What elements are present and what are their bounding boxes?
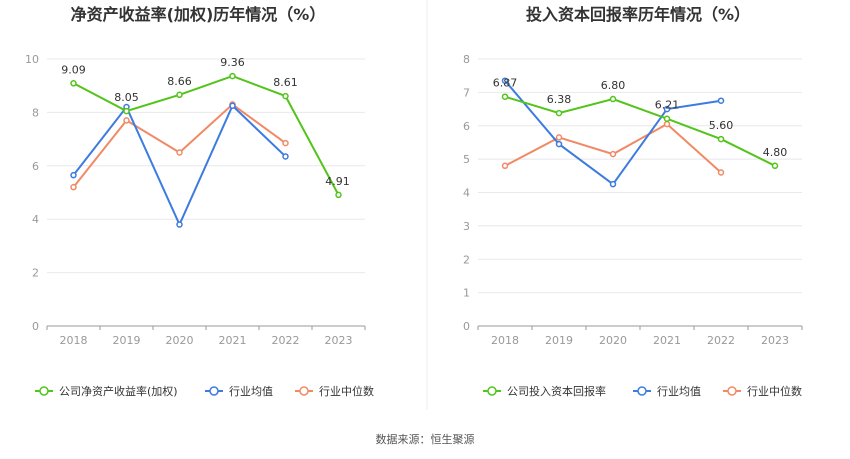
x-tick-label: 2019	[113, 334, 141, 347]
y-tick-label: 5	[463, 153, 470, 166]
y-tick-label: 0	[32, 320, 39, 333]
y-tick-label: 8	[463, 53, 470, 66]
roic-chart-title: 投入资本回报率历年情况（%）	[526, 5, 750, 24]
industry-median-legend-marker	[727, 386, 737, 396]
industry-mean-point	[70, 171, 77, 179]
company-series-line	[504, 95, 776, 167]
y-tick-label: 0	[463, 320, 470, 333]
x-tick-label: 2023	[761, 334, 789, 347]
industry-median-point	[663, 120, 671, 128]
industry-median-legend-marker	[299, 386, 309, 396]
company-data-label: 6.21	[655, 99, 680, 112]
industry-mean-series-line	[72, 104, 287, 227]
company-data-label: 5.60	[709, 119, 734, 132]
company-point	[501, 93, 509, 100]
industry-mean-legend-label: 行业均值	[657, 385, 701, 398]
industry-median-point	[609, 150, 617, 158]
industry-median-point	[282, 139, 289, 147]
y-tick-label: 10	[25, 53, 39, 66]
company-point	[282, 92, 289, 100]
industry-median-point	[123, 117, 130, 124]
company-legend-label: 公司投入资本回报率	[507, 384, 606, 398]
company-point	[663, 115, 671, 122]
industry-mean-point	[609, 180, 617, 188]
y-tick-label: 7	[463, 86, 470, 99]
industry-median-legend-label: 行业中位数	[319, 384, 374, 398]
company-point	[717, 135, 725, 143]
company-data-label: 8.61	[273, 76, 298, 89]
industry-mean-legend-marker	[637, 386, 647, 396]
company-point	[335, 191, 342, 199]
x-tick-label: 2019	[545, 334, 573, 347]
y-tick-label: 6	[463, 120, 470, 133]
x-tick-label: 2018	[491, 334, 519, 347]
company-data-label: 9.36	[220, 56, 245, 69]
company-series-line	[73, 75, 340, 196]
industry-median-point	[717, 169, 725, 176]
industry-median-series-line	[72, 103, 287, 188]
company-legend-marker	[39, 386, 49, 396]
industry-median-point	[176, 149, 183, 156]
company-point	[771, 162, 779, 170]
y-tick-label: 3	[463, 220, 470, 233]
x-tick-label: 2018	[60, 334, 88, 347]
x-tick-label: 2022	[707, 334, 735, 347]
industry-mean-point	[501, 77, 509, 84]
industry-median-point	[70, 183, 77, 191]
x-tick-label: 2021	[219, 334, 247, 347]
company-data-label: 6.87	[493, 77, 518, 90]
company-point	[555, 109, 563, 117]
company-data-label: 8.05	[114, 91, 139, 104]
company-point	[70, 80, 77, 87]
industry-median-series-line	[504, 122, 722, 174]
industry-mean-point	[282, 153, 289, 160]
y-tick-label: 2	[463, 253, 470, 266]
company-point	[123, 107, 130, 115]
y-tick-label: 8	[32, 106, 39, 119]
industry-mean-legend-label: 行业均值	[229, 385, 273, 398]
y-tick-label: 4	[463, 187, 470, 200]
x-tick-label: 2021	[653, 334, 681, 347]
company-data-label: 4.80	[763, 146, 788, 159]
industry-mean-legend-marker	[209, 386, 219, 396]
industry-median-point	[501, 162, 509, 170]
roic-chart: 投入资本回报率历年情况（%） 0 1 2 3 4 5 6 7 8 2018 2019 2020 2021…	[463, 5, 803, 398]
company-data-label: 9.09	[61, 63, 86, 76]
y-tick-label: 6	[32, 160, 39, 173]
roe-chart: 净资产收益率(加权)历年情况（%） 0 2 4 6 8 10 2018 2019 2020 202…	[25, 5, 374, 398]
company-data-label: 6.80	[601, 79, 626, 92]
y-tick-label: 2	[32, 267, 39, 280]
industry-mean-point	[176, 221, 183, 228]
industry-median-point	[555, 134, 563, 141]
industry-mean-point	[663, 105, 671, 113]
industry-mean-point	[555, 140, 563, 148]
roe-chart-title: 净资产收益率(加权)历年情况（%）	[71, 5, 326, 24]
company-legend-label: 公司净资产收益率(加权)	[59, 384, 178, 398]
company-data-label: 8.66	[167, 75, 192, 88]
company-point	[609, 95, 617, 103]
company-point	[229, 72, 236, 80]
industry-mean-point	[717, 97, 725, 104]
industry-median-legend-label: 行业中位数	[747, 384, 802, 398]
x-tick-label: 2020	[166, 334, 194, 347]
y-tick-label: 4	[32, 213, 39, 226]
company-point	[176, 91, 183, 99]
company-data-label: 6.38	[547, 93, 572, 106]
data-source-text: 数据来源：恒生聚源	[376, 432, 475, 446]
industry-mean-point	[229, 102, 236, 109]
x-tick-label: 2023	[325, 334, 353, 347]
y-tick-label: 1	[463, 287, 470, 300]
company-legend-marker	[487, 386, 497, 396]
x-tick-label: 2022	[272, 334, 300, 347]
x-tick-label: 2020	[599, 334, 627, 347]
company-data-label: 4.91	[325, 175, 350, 188]
